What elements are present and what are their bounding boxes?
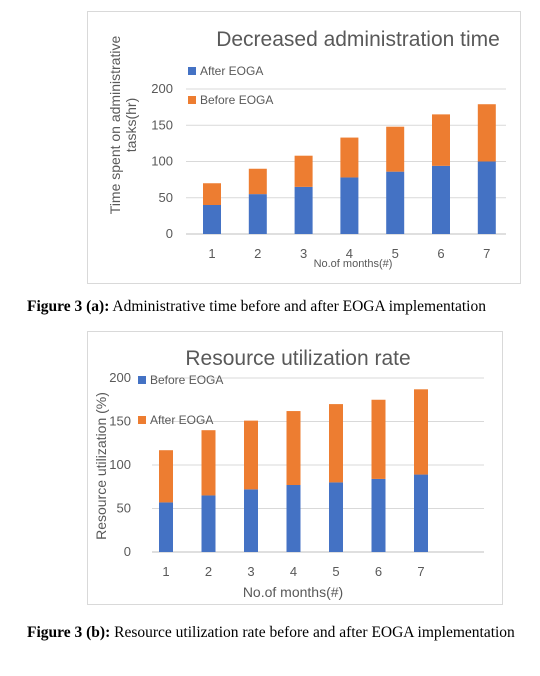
chart-b-bar-after-eoga	[201, 430, 216, 496]
chart-a-bar-before-eoga	[386, 126, 405, 172]
chart-b-title: Resource utilization rate	[185, 347, 410, 370]
chart-b-y-tick-label: 150	[109, 414, 131, 429]
chart-b-bar-before-eoga	[329, 482, 343, 552]
chart-b-bar-after-eoga	[414, 389, 428, 475]
chart-a-y-tick-label: 150	[151, 117, 173, 132]
chart-a-bar-after-eoga	[477, 161, 496, 234]
chart-b-y-tick-label: 100	[109, 457, 131, 472]
chart-b-x-tick-label: 1	[162, 564, 169, 579]
chart-a-bar-before-eoga	[477, 104, 496, 162]
chart-b-y-tick-label: 200	[109, 370, 131, 385]
chart-a-y-tick-label: 50	[159, 190, 173, 205]
chart-a-frame: 0 50 100 150 200 1 2 3 4 5 6 7 Decreased administrat…	[87, 11, 521, 284]
chart-b-x-axis-label: No.of months(#)	[243, 584, 343, 600]
chart-b-bar-before-eoga	[244, 489, 258, 552]
chart-b-frame: 0 50 100 150 200 1 2 3 4 5 6 7 Resource utilization …	[87, 331, 503, 605]
chart-b-x-tick-label: 2	[205, 564, 212, 579]
chart-a-legend-swatch	[188, 96, 196, 104]
chart-b-bar-after-eoga	[371, 399, 386, 479]
chart-b-legend-label: Before EOGA	[150, 373, 223, 387]
chart-a-x-tick-label: 2	[254, 246, 261, 261]
chart-b-bar-before-eoga	[371, 478, 386, 552]
chart-b-y-axis-label: Resource utilization (%)	[93, 392, 109, 540]
chart-a-x-tick-label: 3	[300, 246, 307, 261]
figure-b-caption-text: Resource utilization rate before and aft…	[110, 624, 515, 641]
chart-a-title: Decreased administration time	[216, 28, 500, 51]
chart-b-x-tick-label: 3	[247, 564, 254, 579]
chart-b-legend-swatch	[138, 416, 146, 424]
chart-b-bar-after-eoga	[244, 420, 258, 490]
figure-a-caption-text: Administrative time before and after EOG…	[109, 298, 486, 315]
chart-b-bar-before-eoga	[159, 502, 173, 552]
chart-b-x-tick-label: 7	[417, 564, 424, 579]
chart-a-bar-before-eoga	[432, 114, 450, 166]
chart-a-bar-after-eoga	[386, 171, 405, 234]
chart-a-x-tick-label: 5	[392, 246, 399, 261]
chart-a-x-tick-label: 7	[483, 246, 490, 261]
figure-a-caption-label: Figure 3 (a):	[27, 298, 110, 315]
chart-a-bar-after-eoga	[203, 205, 221, 234]
chart-b-bar-after-eoga	[329, 404, 343, 483]
chart-b-y-tick-label: 0	[124, 544, 131, 559]
chart-b-x-tick-label: 4	[290, 564, 297, 579]
chart-a-bar-before-eoga	[294, 155, 313, 187]
chart-b-bar-before-eoga	[414, 474, 428, 552]
figure-b-caption: Figure 3 (b): Resource utilization rate …	[27, 622, 521, 643]
chart-a-x-tick-label: 6	[437, 246, 444, 261]
chart-b-bar-after-eoga	[159, 450, 173, 503]
chart-a-y-tick-label: 100	[151, 154, 173, 169]
chart-a-y-tick-label: 0	[166, 226, 173, 241]
chart-b-x-tick-label: 5	[332, 564, 339, 579]
chart-a-bar-after-eoga	[248, 194, 267, 234]
chart-a-bar-after-eoga	[432, 165, 450, 234]
chart-b-legend-label: After EOGA	[150, 413, 213, 427]
chart-a-legend-label: After EOGA	[200, 64, 263, 78]
chart-a-legend-swatch	[188, 67, 196, 75]
chart-b-bar-before-eoga	[286, 485, 301, 552]
figure-a-caption: Figure 3 (a): Administrative time before…	[27, 296, 527, 317]
chart-a-y-axis-label: Time spent on administrativetasks(hr)	[107, 36, 139, 215]
chart-b-x-tick-label: 6	[375, 564, 382, 579]
chart-a-x-tick-label: 4	[346, 246, 353, 261]
chart-b: 0 50 100 150 200 1 2 3 4 5 6 7 Resource utilization …	[93, 347, 484, 600]
chart-b-y-tick-label: 50	[117, 501, 131, 516]
chart-b-bar-after-eoga	[286, 411, 301, 486]
chart-a-bar-before-eoga	[203, 183, 221, 205]
chart-a-bar-after-eoga	[340, 177, 359, 234]
figure-b-caption-label: Figure 3 (b):	[27, 624, 111, 641]
chart-a-bar-before-eoga	[248, 168, 267, 195]
chart-a-legend-label: Before EOGA	[200, 93, 273, 107]
chart-a: 0 50 100 150 200 1 2 3 4 5 6 7 Decreased administrat…	[107, 28, 506, 270]
chart-a-x-axis-label: No.of months(#)	[314, 258, 393, 270]
chart-a-bar-before-eoga	[340, 137, 359, 178]
chart-a-y-tick-label: 200	[151, 81, 173, 96]
chart-a-bar-after-eoga	[294, 186, 313, 234]
chart-b-bar-before-eoga	[201, 495, 216, 552]
chart-a-x-tick-label: 1	[208, 246, 215, 261]
chart-b-legend-swatch	[138, 376, 146, 384]
